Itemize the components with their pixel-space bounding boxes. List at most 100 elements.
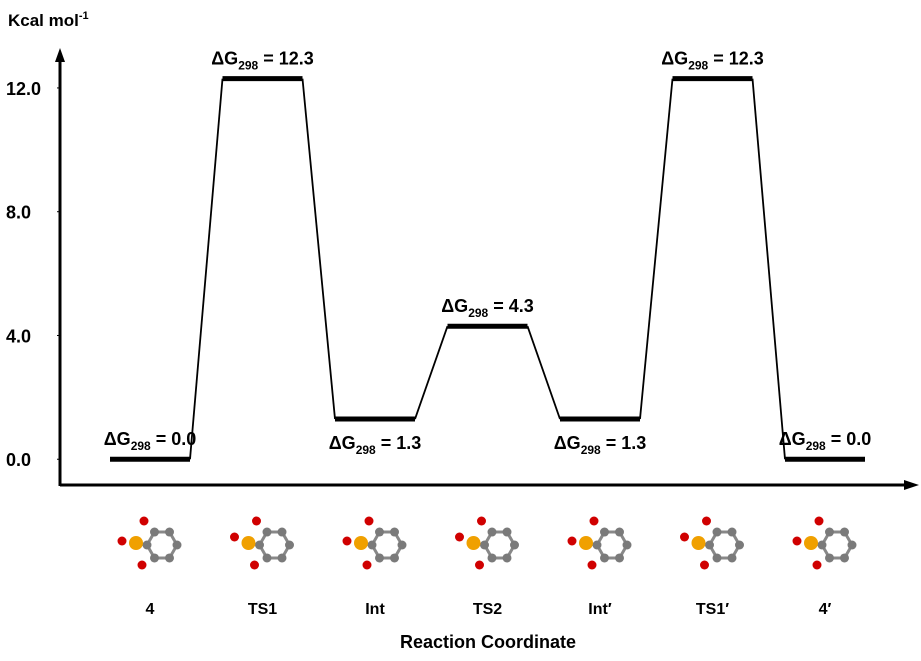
molecule bbox=[680, 517, 744, 570]
atom bbox=[250, 561, 259, 570]
connector bbox=[640, 79, 673, 419]
molecule bbox=[568, 517, 632, 570]
atom bbox=[455, 533, 464, 542]
molecule bbox=[343, 517, 407, 570]
atom bbox=[815, 517, 824, 526]
atom bbox=[118, 537, 127, 546]
atom bbox=[165, 553, 174, 562]
atom bbox=[390, 553, 399, 562]
category-label: Int′ bbox=[588, 601, 612, 618]
atom bbox=[488, 528, 497, 537]
page: {"chart_data": {"type": "energy-profile"… bbox=[0, 0, 921, 656]
atom bbox=[818, 541, 827, 550]
y-axis-arrow bbox=[55, 48, 65, 62]
x-axis-label: Reaction Coordinate bbox=[400, 632, 576, 652]
connector bbox=[753, 79, 786, 460]
atom bbox=[278, 528, 287, 537]
atom bbox=[590, 517, 599, 526]
chart: Kcal mol-1 Reaction Coordinate 0.04.08.0… bbox=[0, 0, 921, 656]
atom bbox=[368, 541, 377, 550]
atom bbox=[503, 528, 512, 537]
atom bbox=[588, 561, 597, 570]
x-axis-arrow bbox=[904, 480, 919, 490]
atom bbox=[503, 553, 512, 562]
connector bbox=[303, 79, 336, 419]
atom bbox=[285, 541, 294, 550]
atom bbox=[579, 536, 593, 550]
molecule bbox=[793, 517, 857, 570]
atom bbox=[129, 536, 143, 550]
atom bbox=[840, 553, 849, 562]
atom bbox=[343, 537, 352, 546]
atom bbox=[825, 528, 834, 537]
value-label: ΔG298 = 0.0 bbox=[104, 429, 197, 453]
value-label: ΔG298 = 4.3 bbox=[441, 296, 534, 320]
atom bbox=[813, 561, 822, 570]
category-label: TS1′ bbox=[696, 601, 729, 618]
atom bbox=[363, 561, 372, 570]
molecule bbox=[230, 517, 294, 570]
atom bbox=[467, 536, 481, 550]
value-label: ΔG298 = 12.3 bbox=[661, 49, 764, 73]
y-tick-label: 12.0 bbox=[6, 79, 41, 99]
atom bbox=[700, 561, 709, 570]
atom bbox=[728, 528, 737, 537]
atom bbox=[150, 528, 159, 537]
category-label: 4′ bbox=[819, 601, 832, 618]
atom bbox=[615, 528, 624, 537]
atom bbox=[255, 541, 264, 550]
atom bbox=[398, 541, 407, 550]
atom bbox=[713, 553, 722, 562]
y-axis-label: Kcal mol-1 bbox=[8, 10, 89, 30]
atom bbox=[735, 541, 744, 550]
atom bbox=[804, 536, 818, 550]
molecule bbox=[118, 517, 182, 570]
atom bbox=[165, 528, 174, 537]
category-label: TS1 bbox=[248, 601, 277, 618]
atom bbox=[143, 541, 152, 550]
category-label: Int bbox=[365, 601, 385, 618]
atom bbox=[150, 553, 159, 562]
atom bbox=[705, 541, 714, 550]
atom bbox=[242, 536, 256, 550]
atom bbox=[263, 528, 272, 537]
atom bbox=[692, 536, 706, 550]
y-tick-label: 4.0 bbox=[6, 326, 31, 346]
atom bbox=[793, 537, 802, 546]
atom bbox=[475, 561, 484, 570]
value-label: ΔG298 = 12.3 bbox=[211, 49, 314, 73]
atom bbox=[713, 528, 722, 537]
atom bbox=[600, 528, 609, 537]
atom bbox=[840, 528, 849, 537]
value-label: ΔG298 = 1.3 bbox=[329, 433, 422, 457]
atom bbox=[825, 553, 834, 562]
category-label: TS2 bbox=[473, 601, 502, 618]
atom bbox=[680, 533, 689, 542]
atom bbox=[375, 528, 384, 537]
category-label: 4 bbox=[146, 601, 155, 618]
connector bbox=[415, 326, 448, 419]
atom bbox=[140, 517, 149, 526]
atom bbox=[263, 553, 272, 562]
atom bbox=[354, 536, 368, 550]
atom bbox=[480, 541, 489, 550]
molecule bbox=[455, 517, 519, 570]
value-label: ΔG298 = 0.0 bbox=[779, 429, 872, 453]
atom bbox=[477, 517, 486, 526]
atom bbox=[568, 537, 577, 546]
atom bbox=[488, 553, 497, 562]
atom bbox=[728, 553, 737, 562]
atom bbox=[375, 553, 384, 562]
atom bbox=[848, 541, 857, 550]
connector bbox=[190, 79, 223, 460]
atom bbox=[138, 561, 147, 570]
atom bbox=[615, 553, 624, 562]
atom bbox=[593, 541, 602, 550]
atom bbox=[600, 553, 609, 562]
atom bbox=[623, 541, 632, 550]
atom bbox=[365, 517, 374, 526]
atom bbox=[173, 541, 182, 550]
connector bbox=[528, 326, 561, 419]
value-label: ΔG298 = 1.3 bbox=[554, 433, 647, 457]
y-tick-label: 0.0 bbox=[6, 450, 31, 470]
